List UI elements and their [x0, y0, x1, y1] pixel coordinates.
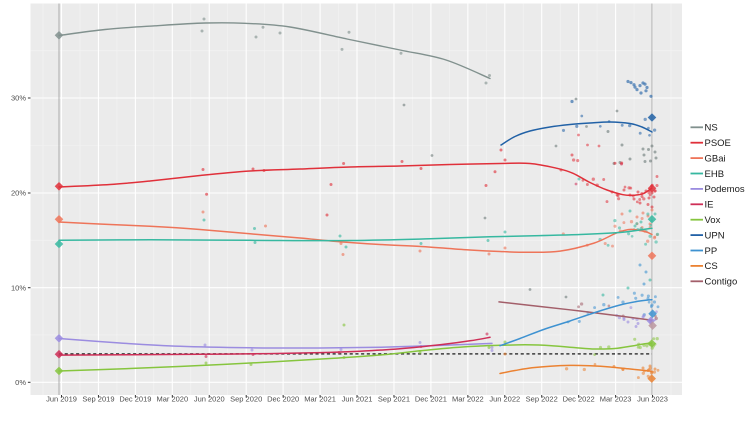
- svg-text:Sep 2019: Sep 2019: [82, 394, 114, 403]
- svg-text:Sep 2020: Sep 2020: [230, 394, 262, 403]
- svg-text:Dec 2021: Dec 2021: [415, 394, 447, 403]
- svg-text:Mar 2021: Mar 2021: [304, 394, 336, 403]
- svg-text:Dec 2022: Dec 2022: [563, 394, 595, 403]
- svg-text:CS: CS: [705, 261, 718, 272]
- svg-text:NS: NS: [705, 123, 718, 134]
- svg-text:Mar 2023: Mar 2023: [600, 394, 632, 403]
- svg-text:10%: 10%: [11, 283, 26, 292]
- svg-text:Jun 2020: Jun 2020: [194, 394, 225, 403]
- svg-text:Jun 2023: Jun 2023: [637, 394, 668, 403]
- svg-text:PP: PP: [705, 246, 718, 257]
- svg-text:PSOE: PSOE: [705, 138, 731, 149]
- svg-text:0%: 0%: [15, 378, 26, 387]
- svg-text:Dec 2020: Dec 2020: [267, 394, 299, 403]
- svg-text:GBai: GBai: [705, 153, 726, 164]
- svg-text:Jun 2022: Jun 2022: [489, 394, 520, 403]
- svg-text:Sep 2021: Sep 2021: [378, 394, 410, 403]
- svg-text:Mar 2022: Mar 2022: [452, 394, 484, 403]
- svg-text:Podemos: Podemos: [705, 184, 745, 195]
- svg-text:Jun 2019: Jun 2019: [46, 394, 77, 403]
- svg-text:Dec 2019: Dec 2019: [119, 394, 151, 403]
- svg-text:20%: 20%: [11, 189, 26, 198]
- svg-text:Jun 2021: Jun 2021: [342, 394, 373, 403]
- svg-text:UPN: UPN: [705, 230, 725, 241]
- svg-text:Sep 2022: Sep 2022: [526, 394, 558, 403]
- svg-text:EHB: EHB: [705, 169, 725, 180]
- svg-text:Contigo: Contigo: [705, 277, 738, 288]
- svg-text:IE: IE: [705, 200, 714, 211]
- svg-text:Vox: Vox: [705, 215, 721, 226]
- svg-text:30%: 30%: [11, 94, 26, 103]
- svg-text:Mar 2020: Mar 2020: [156, 394, 188, 403]
